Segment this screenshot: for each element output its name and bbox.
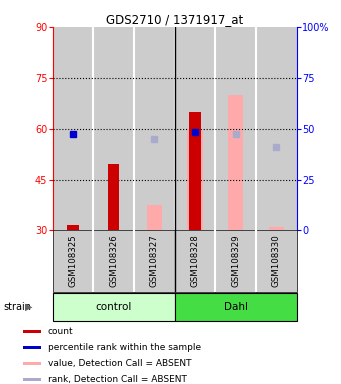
Bar: [175, 293, 297, 321]
Text: GSM108327: GSM108327: [150, 235, 159, 288]
Title: GDS2710 / 1371917_at: GDS2710 / 1371917_at: [106, 13, 243, 26]
Bar: [256, 27, 297, 230]
Bar: [108, 164, 119, 230]
Bar: [24, 330, 41, 333]
Bar: [93, 27, 134, 230]
Bar: [24, 346, 41, 349]
Text: value, Detection Call = ABSENT: value, Detection Call = ABSENT: [48, 359, 191, 368]
Bar: [269, 227, 284, 230]
Bar: [53, 230, 93, 292]
Bar: [24, 378, 41, 381]
Bar: [189, 112, 201, 230]
Text: Dahl: Dahl: [224, 302, 248, 312]
Text: strain: strain: [3, 302, 31, 312]
Text: control: control: [95, 302, 132, 312]
Bar: [256, 230, 297, 292]
Bar: [24, 362, 41, 366]
Bar: [147, 205, 162, 230]
Bar: [68, 225, 79, 230]
Text: GSM108325: GSM108325: [69, 235, 78, 288]
Bar: [187, 130, 203, 230]
Text: count: count: [48, 327, 73, 336]
Bar: [134, 230, 175, 292]
Bar: [93, 230, 134, 292]
Text: ▶: ▶: [25, 302, 32, 312]
Text: GSM108326: GSM108326: [109, 235, 118, 288]
Bar: [175, 230, 216, 292]
Text: GSM108330: GSM108330: [272, 235, 281, 288]
Bar: [175, 27, 216, 230]
Bar: [53, 293, 175, 321]
Bar: [216, 230, 256, 292]
Bar: [134, 27, 175, 230]
Text: GSM108328: GSM108328: [191, 235, 199, 288]
Bar: [53, 27, 93, 230]
Text: rank, Detection Call = ABSENT: rank, Detection Call = ABSENT: [48, 375, 187, 384]
Bar: [216, 27, 256, 230]
Bar: [228, 95, 243, 230]
Text: percentile rank within the sample: percentile rank within the sample: [48, 343, 201, 352]
Text: GSM108329: GSM108329: [231, 235, 240, 288]
